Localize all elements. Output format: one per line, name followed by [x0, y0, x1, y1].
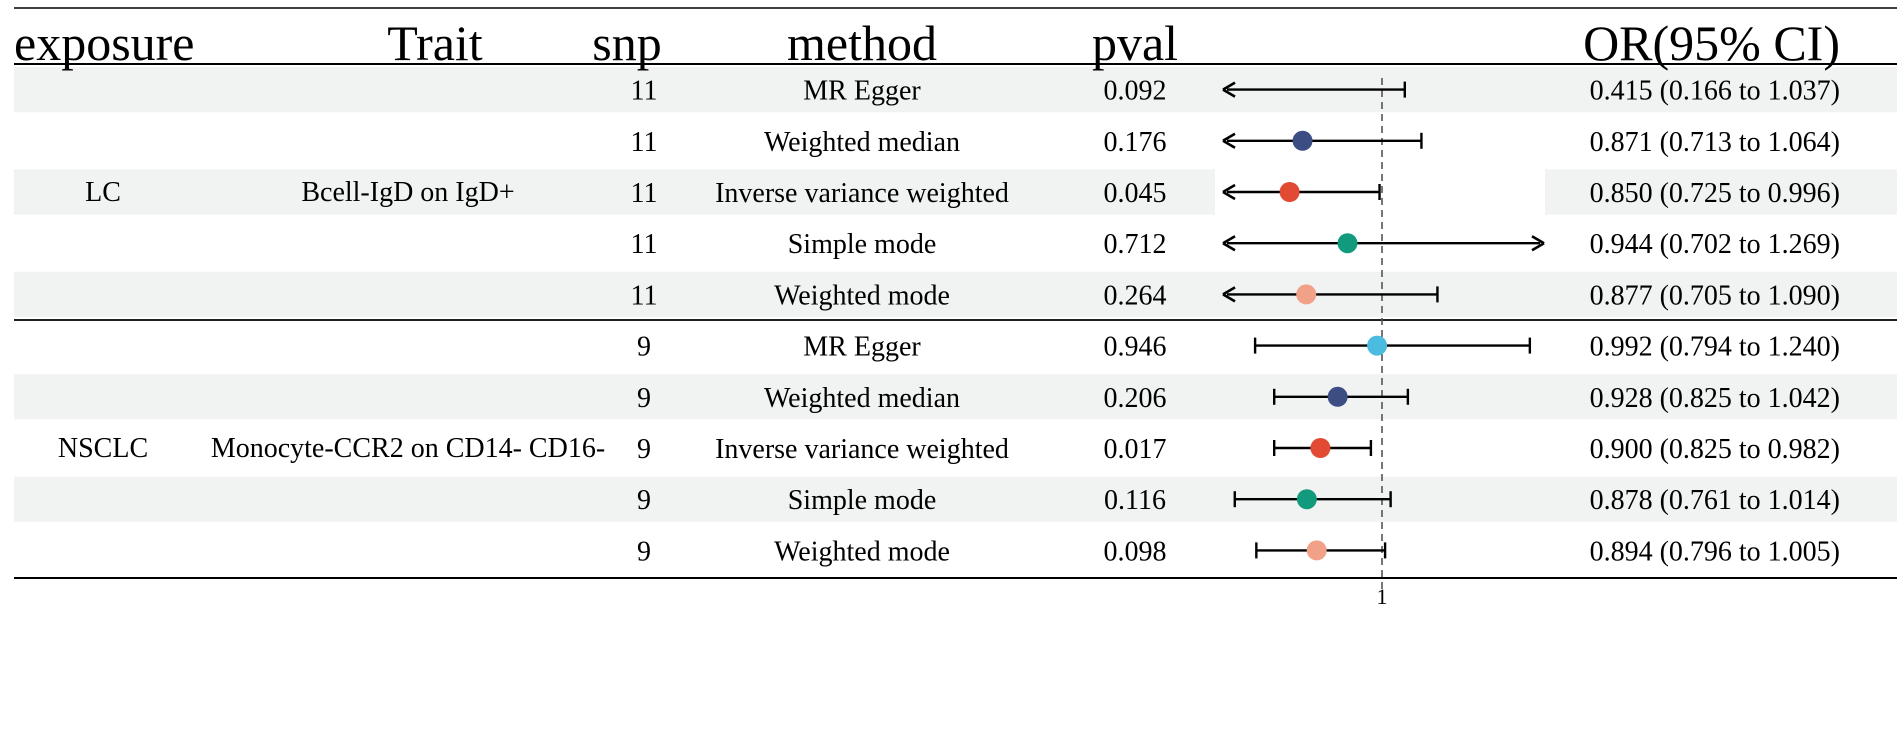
- or-ci-cell: 0.944 (0.702 to 1.269): [1590, 229, 1840, 260]
- header-exposure: exposure: [14, 15, 195, 71]
- group-exposure: NSCLC: [58, 433, 148, 464]
- point-estimate: [1296, 284, 1317, 305]
- method-cell: Inverse variance weighted: [715, 434, 1009, 465]
- method-cell: Weighted mode: [774, 536, 950, 567]
- snp-cell: 11: [631, 280, 658, 311]
- ci-arrow-left: [1222, 132, 1236, 149]
- pval-cell: 0.712: [1104, 229, 1167, 260]
- snp-cell: 9: [637, 434, 651, 465]
- row-stripe: [14, 67, 1897, 113]
- snp-cell: 11: [631, 178, 658, 209]
- pval-cell: 0.264: [1104, 280, 1167, 311]
- ci-arrow-left: [1222, 81, 1236, 98]
- or-ci-cell: 0.850 (0.725 to 0.996): [1590, 178, 1840, 209]
- or-ci-cell: 0.894 (0.796 to 1.005): [1590, 536, 1840, 567]
- group-trait: Bcell-IgD on IgD+: [301, 177, 514, 208]
- pval-cell: 0.946: [1104, 332, 1167, 363]
- snp-cell: 9: [637, 485, 651, 516]
- pval-cell: 0.176: [1104, 127, 1167, 158]
- row-stripe: [14, 476, 1897, 522]
- point-estimate: [1296, 489, 1317, 510]
- ci-arrow-right: [1531, 235, 1545, 252]
- or-ci-cell: 0.877 (0.705 to 1.090): [1590, 280, 1840, 311]
- or-ci-cell: 0.900 (0.825 to 0.982): [1590, 434, 1840, 465]
- snp-cell: 11: [631, 229, 658, 260]
- point-estimate: [1327, 386, 1348, 407]
- method-cell: Simple mode: [788, 229, 937, 260]
- snp-cell: 9: [637, 332, 651, 363]
- point-estimate: [1292, 130, 1313, 151]
- method-cell: Weighted median: [764, 127, 960, 158]
- or-ci-cell: 0.878 (0.761 to 1.014): [1590, 485, 1840, 516]
- or-ci-cell: 0.992 (0.794 to 1.240): [1590, 332, 1840, 363]
- group-trait: Monocyte-CCR2 on CD14- CD16-: [211, 433, 605, 464]
- point-estimate: [1279, 182, 1300, 202]
- pval-cell: 0.098: [1104, 536, 1167, 567]
- ci-arrow-left: [1222, 286, 1236, 303]
- method-cell: Inverse variance weighted: [715, 178, 1009, 209]
- method-cell: Weighted median: [764, 383, 960, 414]
- method-cell: MR Egger: [803, 332, 921, 363]
- header-snp: snp: [592, 15, 661, 71]
- header-pval: pval: [1092, 15, 1178, 71]
- ci-arrow-left: [1222, 183, 1236, 201]
- or-ci-cell: 0.928 (0.825 to 1.042): [1590, 383, 1840, 414]
- point-estimate: [1367, 335, 1388, 356]
- or-ci-cell: 0.415 (0.166 to 1.037): [1590, 76, 1840, 107]
- method-cell: Simple mode: [788, 485, 937, 516]
- pval-cell: 0.092: [1104, 76, 1167, 107]
- pval-cell: 0.017: [1104, 434, 1167, 465]
- x-tick-label: 1: [1377, 584, 1388, 609]
- method-cell: Weighted mode: [774, 280, 950, 311]
- row-stripe: [14, 271, 1897, 317]
- row-stripe: [14, 169, 1897, 215]
- snp-cell: 9: [637, 383, 651, 414]
- ci-arrow-left: [1222, 235, 1236, 252]
- row-stripe: [14, 374, 1897, 420]
- pval-cell: 0.116: [1104, 485, 1166, 516]
- or-ci-cell: 0.871 (0.713 to 1.064): [1590, 127, 1840, 158]
- header-or-ci: OR(95% CI): [1583, 15, 1840, 71]
- group-exposure: LC: [85, 177, 121, 208]
- header-trait: Trait: [387, 15, 483, 71]
- header-method: method: [787, 15, 937, 71]
- point-estimate: [1337, 233, 1358, 254]
- snp-cell: 9: [637, 536, 651, 567]
- snp-cell: 11: [631, 76, 658, 107]
- method-cell: MR Egger: [803, 76, 921, 107]
- pval-cell: 0.206: [1104, 383, 1167, 414]
- snp-cell: 11: [631, 127, 658, 158]
- point-estimate: [1306, 540, 1327, 561]
- point-estimate: [1310, 438, 1331, 458]
- pval-cell: 0.045: [1104, 178, 1167, 209]
